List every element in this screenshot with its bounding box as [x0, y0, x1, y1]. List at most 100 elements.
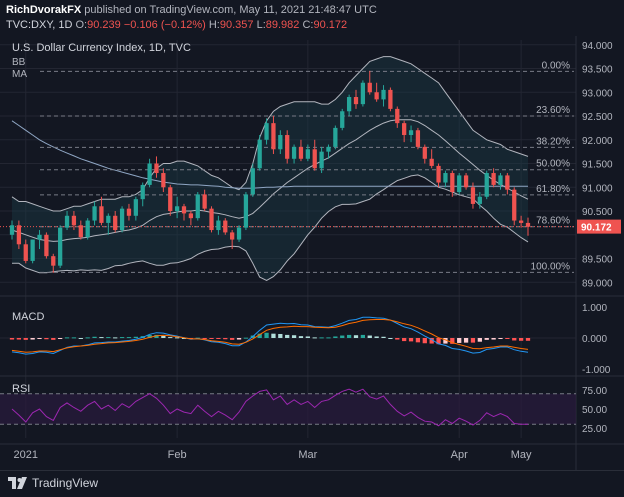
price-tick-label: 89.000 — [582, 278, 613, 289]
macd-histogram-bar — [9, 338, 15, 340]
candle-body — [326, 146, 331, 152]
macd-histogram-bar — [518, 338, 524, 341]
candle-body — [333, 127, 338, 147]
macd-histogram-bar — [223, 338, 228, 340]
candle-body — [216, 220, 221, 231]
macd-histogram-bar — [37, 338, 42, 339]
candle-body — [236, 227, 242, 240]
candle-body — [195, 194, 200, 219]
macd-tick-label: 0.000 — [582, 334, 607, 345]
candle-body — [209, 208, 214, 231]
candle-body — [99, 206, 104, 223]
macd-histogram-bar — [106, 337, 111, 339]
candle-body — [119, 208, 125, 231]
macd-histogram-bar — [58, 338, 63, 339]
candle-body — [470, 187, 476, 204]
macd-histogram-bar — [505, 338, 510, 339]
candle-body — [16, 225, 22, 245]
macd-histogram-bar — [243, 337, 249, 339]
candle-body — [71, 215, 77, 226]
macd-histogram-bar — [257, 333, 262, 338]
candle-body — [161, 173, 166, 188]
author-name[interactable]: RichDvorakFX — [6, 4, 82, 16]
macd-histogram-bar — [202, 338, 207, 339]
macd-histogram-bar — [443, 338, 448, 344]
candle-body — [9, 225, 15, 235]
current-price-tag — [577, 219, 621, 234]
macd-histogram-bar — [285, 334, 290, 338]
candle-body — [415, 130, 421, 147]
macd-histogram-bar — [298, 336, 304, 338]
macd-histogram-bar — [381, 336, 386, 338]
macd-histogram-bar — [154, 334, 159, 338]
macd-histogram-bar — [71, 337, 77, 339]
rsi-tick-label: 75.00 — [582, 386, 607, 397]
macd-histogram-bar — [147, 334, 152, 338]
macd-histogram-bar — [525, 338, 531, 341]
macd-tick-label: -1.000 — [582, 365, 611, 376]
chart-title: U.S. Dollar Currency Index, 1D, TVC — [12, 42, 191, 54]
candle-body — [264, 123, 269, 140]
publish-text: published on TradingView.com, May 11, 20… — [84, 4, 377, 16]
candle-body — [140, 184, 145, 200]
moving-average-line — [11, 120, 528, 189]
candle-body — [422, 146, 427, 159]
x-tick-label: 2021 — [14, 449, 38, 461]
price-tick-label: 94.000 — [582, 41, 613, 52]
candle-body — [202, 194, 207, 209]
candle-body — [278, 135, 283, 150]
rsi-tick-label: 50.00 — [582, 405, 607, 416]
candle-body — [271, 123, 276, 150]
macd-title: MACD — [12, 311, 44, 323]
candle-body — [154, 163, 159, 174]
candle-body — [505, 175, 510, 190]
macd-histogram-bar — [346, 334, 352, 338]
macd-histogram-bar — [477, 338, 482, 342]
macd-tick-label: 1.000 — [582, 303, 607, 314]
macd-histogram-bar — [340, 335, 345, 338]
candle-body — [188, 213, 194, 219]
macd-histogram-bar — [51, 338, 56, 340]
tradingview-logo-icon[interactable] — [8, 477, 28, 491]
fib-level-label: 38.20% — [536, 136, 570, 147]
candle-body — [64, 215, 70, 228]
macd-histogram-bar — [312, 337, 317, 339]
publish-info: RichDvorakFX published on TradingView.co… — [6, 4, 377, 16]
candle-body — [37, 234, 42, 240]
macd-histogram-bar — [374, 336, 379, 338]
macd-histogram-bar — [126, 337, 132, 339]
symbol-label[interactable]: TVC:DXY, 1D — [6, 19, 73, 31]
macd-histogram-bar — [44, 338, 49, 340]
macd-histogram-bar — [216, 338, 221, 339]
candle-body — [340, 111, 345, 128]
macd-histogram-bar — [209, 338, 214, 339]
macd-histogram-bar — [278, 333, 283, 338]
candle-body — [257, 139, 262, 169]
tradingview-brand[interactable]: TradingView — [32, 476, 99, 490]
macd-histogram-bar — [119, 337, 125, 339]
candle-body — [250, 168, 255, 195]
macd-histogram-bar — [450, 338, 455, 344]
open-value: 90.239 — [87, 19, 121, 31]
macd-histogram-bar — [326, 337, 331, 339]
fib-level-label: 0.00% — [542, 60, 570, 71]
macd-histogram-bar — [174, 337, 180, 339]
macd-histogram-bar — [133, 336, 138, 338]
macd-histogram-bar — [491, 338, 496, 340]
candle-body — [518, 220, 524, 223]
candle-body — [85, 220, 90, 238]
macd-histogram-bar — [99, 337, 104, 339]
low-value: 89.982 — [265, 19, 300, 31]
bollinger-middle-line — [11, 119, 529, 242]
candle-body — [429, 158, 434, 166]
macd-histogram-bar — [230, 338, 235, 340]
candle-body — [367, 82, 372, 93]
candle-body — [484, 173, 489, 197]
current-price-label: 90.172 — [581, 223, 612, 234]
macd-histogram-bar — [463, 338, 469, 343]
candle-body — [381, 89, 386, 100]
candle-body — [92, 206, 97, 221]
candle-body — [106, 215, 111, 223]
low-label: L: — [256, 19, 266, 31]
